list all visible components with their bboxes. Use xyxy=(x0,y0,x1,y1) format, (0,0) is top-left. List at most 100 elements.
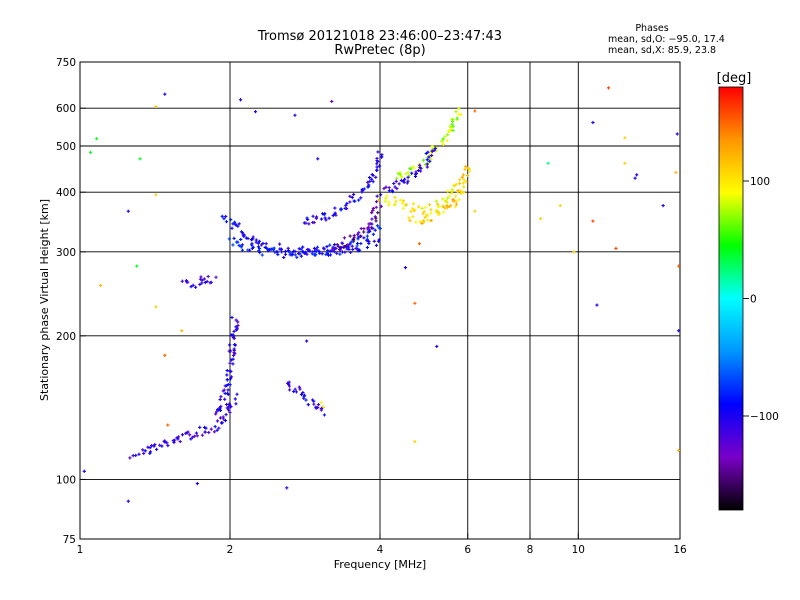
scatter-point-8 xyxy=(154,305,158,309)
trace-9-point xyxy=(421,158,426,162)
trace-10-point xyxy=(394,179,398,183)
scatter-point-46 xyxy=(674,170,678,175)
trace-9-point xyxy=(454,109,458,114)
trace-4-point xyxy=(250,243,254,247)
trace-7-point xyxy=(393,195,397,199)
trace-8-point xyxy=(442,210,446,214)
colorbar-label: [deg] xyxy=(717,71,752,86)
trace-6-point xyxy=(370,211,374,215)
trace-4-point xyxy=(231,243,235,247)
trace-9-point xyxy=(398,172,402,177)
trace-3-point xyxy=(254,238,258,242)
trace-5-point xyxy=(333,206,337,210)
trace-3-point xyxy=(261,241,265,246)
trace-2-point xyxy=(194,285,198,289)
scatter-point-30 xyxy=(473,109,477,113)
trace-10-point xyxy=(403,177,407,181)
trace-5-point xyxy=(377,164,382,168)
trace-4-point xyxy=(325,245,329,249)
trace-8-point xyxy=(451,197,455,202)
trace-2-point xyxy=(200,281,204,285)
scatter-point-22 xyxy=(305,339,309,343)
trace-5-point xyxy=(376,150,380,154)
trace-4-point xyxy=(272,246,276,250)
trace-4-point xyxy=(248,248,252,252)
trace-5-point xyxy=(324,218,328,222)
trace-0-point xyxy=(155,447,159,451)
trace-10-point xyxy=(399,178,403,183)
trace-5-point xyxy=(323,216,327,220)
trace-1-point xyxy=(226,388,230,392)
trace-1-point xyxy=(225,378,230,382)
trace-9-point xyxy=(451,124,455,128)
scatter-point-24 xyxy=(321,405,326,409)
trace-8-point xyxy=(437,212,441,216)
scatter-point-12 xyxy=(163,92,167,96)
scatter-point-18 xyxy=(238,98,243,102)
scatter-point-47 xyxy=(675,132,679,136)
trace-0-point xyxy=(235,392,239,396)
trace-7-point xyxy=(376,198,381,202)
trace-0-point xyxy=(221,415,225,419)
trace-5-point xyxy=(304,221,308,225)
trace-11-point xyxy=(288,388,292,392)
trace-8-point xyxy=(418,220,422,224)
scatter-point-37 xyxy=(591,219,595,223)
trace-7-point xyxy=(409,209,413,214)
trace-8-point xyxy=(426,218,430,222)
trace-5-point xyxy=(348,200,352,204)
trace-9-point xyxy=(449,128,453,132)
trace-2-point xyxy=(180,279,184,283)
trace-9-point xyxy=(441,137,445,141)
trace-7-point xyxy=(434,199,438,203)
trace-6-point xyxy=(346,243,350,247)
trace-2-point xyxy=(203,280,207,285)
trace-3-point xyxy=(338,252,342,256)
trace-4-point xyxy=(328,243,332,247)
trace-6-point xyxy=(379,204,383,208)
trace-8-point xyxy=(457,198,461,202)
trace-5-point xyxy=(307,222,311,226)
trace-6-point xyxy=(330,248,334,252)
trace-4-point xyxy=(260,253,264,257)
trace-1-point xyxy=(229,358,233,362)
trace-0-point xyxy=(160,444,164,448)
trace-5-point xyxy=(375,156,379,161)
trace-3-point xyxy=(358,248,362,252)
trace-4-point xyxy=(256,245,261,249)
scatter-point-7 xyxy=(154,193,158,197)
trace-8-point xyxy=(459,189,463,193)
trace-7-point xyxy=(410,207,415,211)
phases-o-stats: mean, sd,O: −95.0, 17.4 xyxy=(608,34,725,45)
trace-0-point xyxy=(228,410,232,414)
trace-0-point xyxy=(189,437,193,441)
trace-10-point xyxy=(406,179,410,183)
colorbar-ticks: 100 0 −100 xyxy=(743,176,779,423)
scatter-point-1 xyxy=(88,150,93,154)
scatter-point-41 xyxy=(623,161,627,165)
scatter-point-0 xyxy=(82,469,86,473)
trace-1-point xyxy=(227,343,232,347)
trace-0-point xyxy=(194,431,199,435)
trace-3-point xyxy=(220,214,224,218)
x-tick-label-4: 8 xyxy=(527,544,534,556)
trace-10-point xyxy=(413,174,418,179)
trace-0-point xyxy=(137,452,141,456)
trace-8-point xyxy=(462,185,466,189)
trace-1-point xyxy=(228,383,232,387)
trace-4-point xyxy=(312,246,317,250)
trace-3-point xyxy=(317,249,321,253)
trace-0-point xyxy=(195,434,199,438)
trace-7-point xyxy=(420,206,424,210)
trace-8-point xyxy=(463,167,467,171)
trace-5-point xyxy=(319,217,324,221)
trace-1-point xyxy=(235,326,239,330)
trace-7-point xyxy=(424,205,428,209)
trace-5-point xyxy=(359,196,363,200)
trace-11-point xyxy=(316,402,321,407)
colorbar-tick-label-2: −100 xyxy=(750,411,779,423)
scatter-point-36 xyxy=(591,120,595,125)
trace-3-point xyxy=(326,253,331,257)
y-tick-label-5: 500 xyxy=(56,141,76,153)
trace-0-point xyxy=(224,413,228,417)
